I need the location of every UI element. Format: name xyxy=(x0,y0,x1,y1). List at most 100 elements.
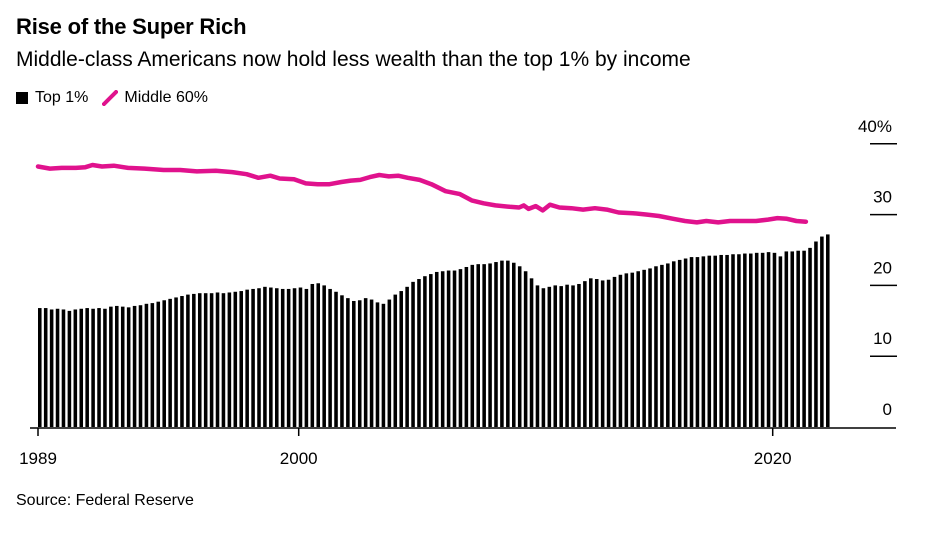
bar-top1 xyxy=(91,308,95,427)
bar-top1 xyxy=(535,285,540,427)
bar-top1 xyxy=(275,288,279,427)
bar-top1 xyxy=(826,234,830,427)
bar-top1 xyxy=(245,289,249,427)
bar-top1 xyxy=(429,274,433,427)
bar-top1 xyxy=(594,279,599,427)
bar-top1 xyxy=(174,297,178,427)
bar-top1 xyxy=(61,309,66,427)
bar-top1 xyxy=(683,258,688,427)
bar-top1 xyxy=(624,273,629,427)
x-tick-label: 1989 xyxy=(19,449,57,468)
bar-top1 xyxy=(660,264,664,427)
legend-square-icon xyxy=(16,92,28,104)
x-tick-label: 2000 xyxy=(280,449,318,468)
bar-top1 xyxy=(488,263,492,427)
bar-top1 xyxy=(126,307,131,427)
bar-top1 xyxy=(49,309,54,427)
bar-top1 xyxy=(506,260,510,427)
bar-top1 xyxy=(707,255,712,427)
bar-top1 xyxy=(85,308,89,427)
bar-top1 xyxy=(150,303,155,427)
bar-top1 xyxy=(115,305,119,427)
bar-top1 xyxy=(156,301,161,427)
bar-top1 xyxy=(636,271,640,427)
bar-top1 xyxy=(695,257,700,427)
bar-top1 xyxy=(642,269,646,427)
bar-top1 xyxy=(434,271,439,427)
bar-top1 xyxy=(820,236,824,427)
bar-top1 xyxy=(340,295,344,427)
bar-top1 xyxy=(600,280,605,427)
bar-top1 xyxy=(79,308,84,427)
bar-top1 xyxy=(500,260,504,427)
bar-top1 xyxy=(458,269,463,427)
bar-top1 xyxy=(796,250,800,427)
bar-top1 xyxy=(328,288,332,427)
bar-top1 xyxy=(97,308,101,427)
bar-top1 xyxy=(547,286,552,427)
bar-top1 xyxy=(701,256,706,427)
bars-series-top1 xyxy=(38,234,830,427)
bar-top1 xyxy=(363,298,368,427)
bar-top1 xyxy=(352,300,356,427)
bar-top1 xyxy=(512,262,516,427)
bar-top1 xyxy=(269,287,273,427)
bar-top1 xyxy=(630,272,635,427)
axes: 40% 30 20 10 0 1989 2000 2020 xyxy=(19,117,897,468)
bar-top1 xyxy=(689,257,694,427)
bar-top1 xyxy=(132,305,137,427)
bar-top1 xyxy=(417,279,421,427)
bar-top1 xyxy=(109,306,113,427)
bar-top1 xyxy=(666,263,670,427)
bar-top1 xyxy=(790,251,795,427)
bar-top1 xyxy=(215,292,220,427)
bar-top1 xyxy=(251,288,255,427)
y-tick-label: 30 xyxy=(873,188,892,207)
bar-top1 xyxy=(772,252,777,427)
bar-top1 xyxy=(310,283,315,427)
bar-top1 xyxy=(476,264,480,427)
bar-top1 xyxy=(369,299,374,427)
bar-top1 xyxy=(589,278,593,427)
bar-top1 xyxy=(120,306,125,427)
y-tick-label: 40% xyxy=(858,117,892,136)
bar-top1 xyxy=(55,308,60,427)
bar-top1 xyxy=(197,293,202,427)
bar-top1 xyxy=(186,294,190,427)
bar-top1 xyxy=(292,288,297,427)
bar-top1 xyxy=(162,300,166,427)
bar-top1 xyxy=(375,302,380,427)
bar-top1 xyxy=(346,298,350,427)
bar-top1 xyxy=(743,253,747,427)
bar-top1 xyxy=(209,293,214,427)
bar-top1 xyxy=(737,254,741,427)
bar-top1 xyxy=(529,278,534,427)
bar-top1 xyxy=(334,291,338,427)
bar-top1 xyxy=(583,281,587,427)
bar-top1 xyxy=(553,285,558,427)
bar-top1 xyxy=(405,286,409,427)
bar-top1 xyxy=(571,285,575,427)
bar-top1 xyxy=(203,293,208,427)
bar-top1 xyxy=(233,291,238,427)
bar-top1 xyxy=(103,308,107,427)
bar-top1 xyxy=(808,247,812,427)
bar-top1 xyxy=(257,288,261,427)
bar-top1 xyxy=(749,253,753,427)
bar-top1 xyxy=(725,254,729,427)
legend-label-top1: Top 1% xyxy=(35,89,89,106)
y-tick-label: 20 xyxy=(873,258,892,277)
legend-label-middle60: Middle 60% xyxy=(124,89,208,106)
y-tick-label: 10 xyxy=(873,329,892,348)
bar-top1 xyxy=(180,296,184,427)
chart-subtitle: Middle-class Americans now hold less wea… xyxy=(16,48,691,71)
bar-top1 xyxy=(221,293,226,427)
bar-top1 xyxy=(766,252,771,427)
bar-top1 xyxy=(322,285,326,427)
bar-top1 xyxy=(399,291,403,427)
bar-top1 xyxy=(778,256,783,427)
bar-top1 xyxy=(411,281,415,427)
bar-top1 xyxy=(612,276,617,427)
bar-top1 xyxy=(168,298,172,427)
